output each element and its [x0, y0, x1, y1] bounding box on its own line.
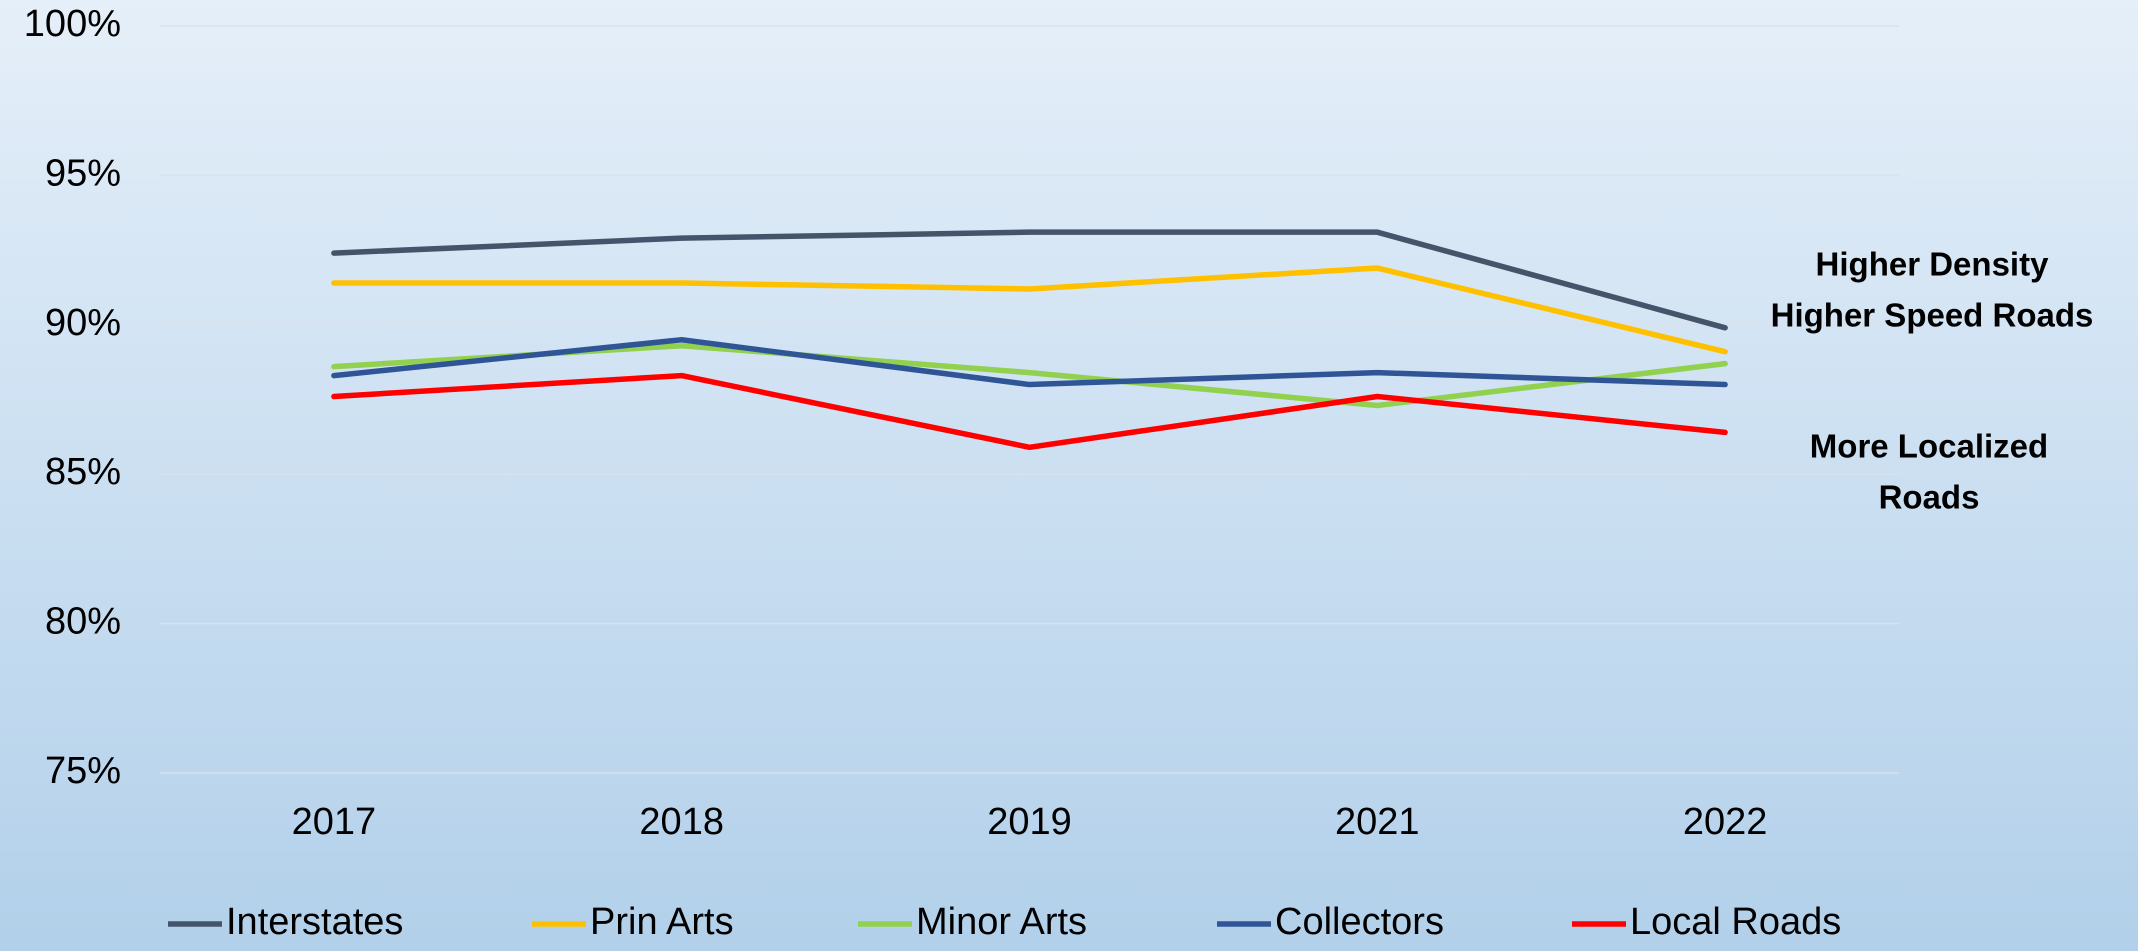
legend-label: Interstates: [226, 901, 403, 943]
x-tick-label: 2017: [292, 801, 377, 843]
series-line: [331, 229, 1728, 331]
y-tick-label: 90%: [45, 302, 121, 344]
x-tick-label: 2022: [1683, 801, 1768, 843]
y-tick-label: 85%: [45, 451, 121, 493]
annotation: Roads: [1879, 479, 1980, 516]
annotation: Higher Speed Roads: [1771, 297, 2094, 334]
x-tick-label: 2021: [1335, 801, 1420, 843]
y-tick-label: 100%: [24, 3, 121, 45]
annotation: Higher Density: [1816, 246, 2050, 283]
series-line: [331, 265, 1728, 355]
legend-label: Collectors: [1275, 901, 1444, 943]
legend-label: Local Roads: [1630, 901, 1841, 943]
x-tick-label: 2018: [639, 801, 724, 843]
x-tick-label: 2019: [987, 801, 1072, 843]
legend-label: Prin Arts: [590, 901, 734, 943]
annotation: More Localized: [1810, 428, 2048, 465]
y-tick-label: 95%: [45, 152, 121, 194]
series-line: [331, 372, 1728, 451]
y-tick-label: 75%: [45, 750, 121, 792]
y-tick-label: 80%: [45, 601, 121, 643]
legend-label: Minor Arts: [916, 901, 1087, 943]
series-line: [331, 336, 1728, 388]
